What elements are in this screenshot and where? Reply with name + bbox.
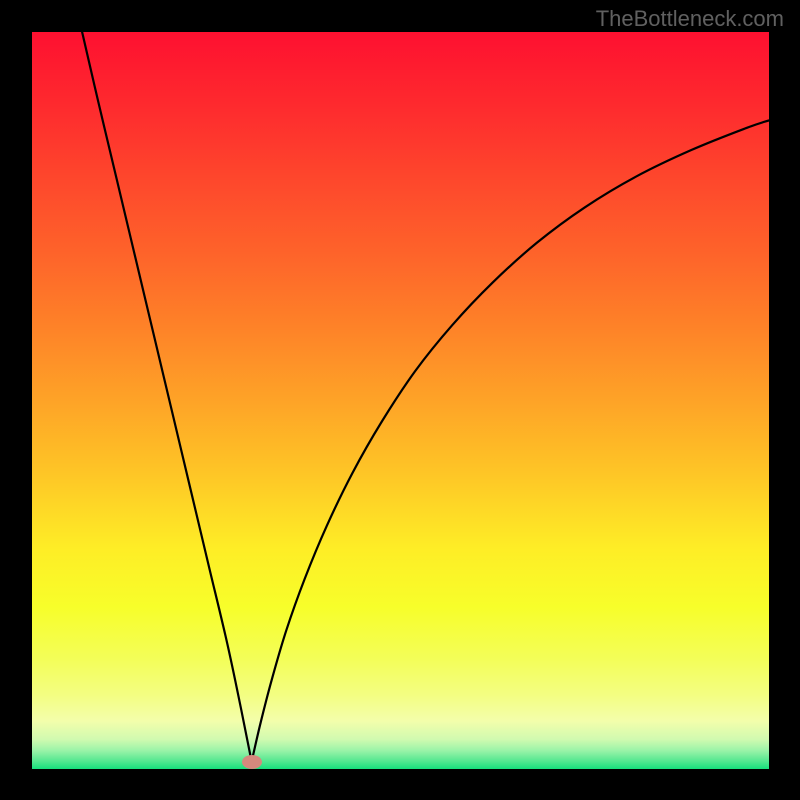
v-curve-path — [82, 32, 769, 762]
performance-curve — [32, 32, 769, 769]
bottleneck-marker — [242, 755, 262, 769]
plot-area — [32, 32, 769, 769]
watermark-text: TheBottleneck.com — [596, 6, 784, 32]
